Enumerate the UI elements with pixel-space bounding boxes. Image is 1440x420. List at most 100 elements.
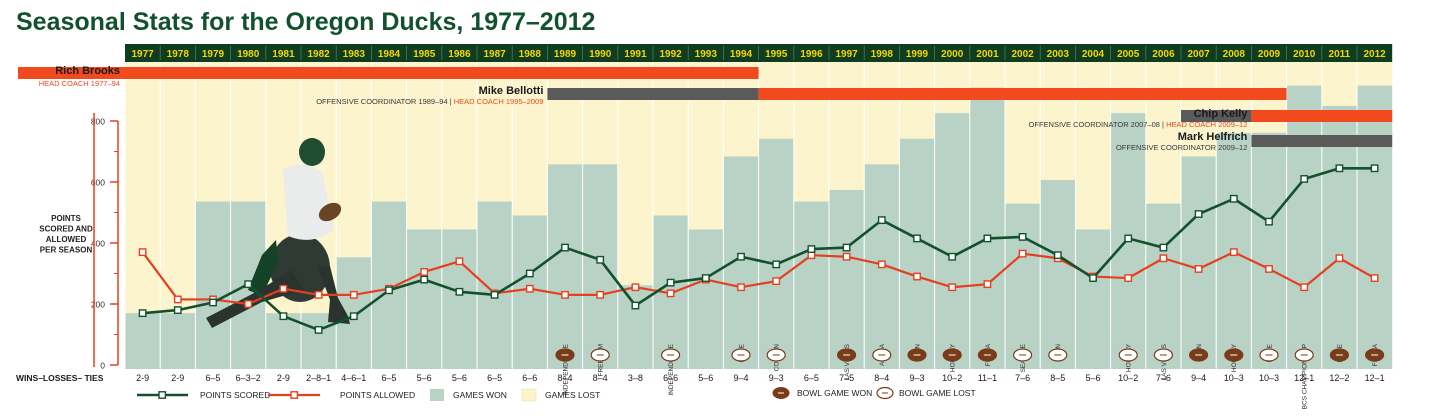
bowl-name: BCS CHAMPIONSHIP	[1302, 344, 1309, 409]
points-scored-point	[666, 278, 675, 287]
games-won-bar	[1145, 203, 1181, 369]
games-won-bar	[547, 164, 583, 369]
year-label: 1996	[800, 49, 823, 60]
player-helmet	[299, 138, 325, 166]
year-label: 2001	[976, 49, 999, 60]
legend-won-label: GAMES WON	[453, 390, 507, 400]
points-allowed-point	[455, 257, 464, 266]
year-label: 1998	[871, 49, 894, 60]
games-won-bar	[688, 229, 724, 369]
year-label: 1982	[307, 49, 330, 60]
y-tick-label: 200	[91, 300, 105, 310]
points-allowed-point	[138, 248, 147, 257]
points-scored-point	[420, 275, 429, 284]
coach-role-label: OFFENSIVE COORDINATOR 2009–12	[1116, 143, 1247, 152]
y-axis: 0 200 400 600 800 POINTS SCORED AND ALLOWED PER …	[39, 113, 119, 371]
year-label: 1999	[906, 49, 929, 60]
record-value: 7–6	[1156, 373, 1171, 383]
points-scored-point	[173, 306, 182, 314]
games-won-bar	[301, 313, 337, 369]
points-scored-point	[1265, 217, 1273, 226]
year-label: 1991	[624, 49, 647, 60]
year-label: 1997	[835, 49, 858, 60]
points-scored-point	[913, 234, 921, 243]
record-value: 9–4	[1191, 373, 1206, 383]
legend-lost-swatch	[521, 388, 537, 402]
points-scored-point	[138, 309, 147, 318]
points-allowed-point	[1124, 274, 1133, 282]
points-allowed-point	[877, 260, 886, 269]
record-value: 10–2	[942, 373, 962, 383]
coach-role-label: OFFENSIVE COORDINATOR 1989–94 | HEAD COA…	[316, 97, 543, 106]
points-scored-point	[561, 243, 569, 252]
year-label: 2003	[1047, 49, 1070, 60]
year-label: 2007	[1187, 49, 1210, 60]
year-label: 2004	[1082, 49, 1105, 60]
games-won-bar	[406, 229, 442, 369]
legend-allowed-marker	[290, 391, 299, 399]
games-won-bar	[265, 313, 301, 369]
points-scored-point	[1089, 274, 1097, 282]
legend-bowl-won-label: BOWL GAME WON	[797, 388, 872, 398]
records-label: WINS–LOSSES– TIES	[16, 373, 104, 383]
records-row: WINS–LOSSES– TIES 2-9 2-9 6–5 6–3–2 2-9 2–8–1 4…	[16, 373, 1385, 383]
year-label: 2006	[1152, 49, 1175, 60]
record-value: 10–2	[1118, 373, 1138, 383]
points-allowed-point	[666, 289, 675, 298]
points-scored-point	[455, 287, 464, 296]
record-value: 6–3–2	[236, 373, 261, 383]
points-allowed-point	[772, 277, 781, 286]
points-allowed-point	[1229, 248, 1238, 257]
games-won-bar	[195, 201, 231, 369]
games-won-bar	[125, 313, 161, 369]
points-scored-point	[772, 260, 781, 269]
points-scored-point	[596, 255, 605, 264]
points-scored-point	[1300, 175, 1309, 183]
year-label: 1983	[343, 49, 366, 60]
games-won-bar	[969, 87, 1005, 369]
year-label: 2009	[1258, 49, 1281, 60]
coordinator-bar	[1181, 110, 1252, 122]
record-value: 5–6	[452, 373, 467, 383]
points-allowed-point	[525, 284, 534, 293]
year-label: 1990	[589, 49, 612, 60]
year-label: 1986	[448, 49, 471, 60]
record-value: 6–5	[487, 373, 502, 383]
points-allowed-point	[244, 300, 253, 308]
games-won-bar	[829, 189, 865, 369]
record-value: 6–5	[205, 373, 220, 383]
games-won-bar	[899, 138, 935, 369]
record-value: 6–6	[663, 373, 678, 383]
games-won-bar	[160, 313, 196, 369]
points-allowed-point	[948, 283, 957, 292]
record-value: 2-9	[171, 373, 184, 383]
games-won-bar	[1321, 105, 1357, 369]
points-allowed-point	[913, 272, 921, 281]
points-allowed-point	[1159, 254, 1168, 263]
record-value: 9–3	[909, 373, 924, 383]
record-value: 12–1	[1294, 373, 1314, 383]
record-value: 8–4	[874, 373, 889, 383]
games-won-bar	[1251, 132, 1287, 369]
points-allowed-point	[842, 252, 851, 261]
record-value: 2–8–1	[306, 373, 331, 383]
record-value: 5–6	[1085, 373, 1100, 383]
points-scored-point	[631, 301, 640, 310]
y-tick-label: 600	[91, 178, 105, 188]
year-label: 1978	[167, 49, 190, 60]
y-axis-title: POINTS SCORED AND ALLOWED PER SEASON	[39, 214, 93, 255]
record-value: 2-9	[136, 373, 149, 383]
coordinator-bar	[547, 88, 759, 100]
coach-timeline: Rich Brooks HEAD COACH 1977–94 Mike Bellot…	[18, 65, 1393, 152]
bowl-name: LAS VEGAS	[1161, 343, 1168, 380]
points-allowed-point	[631, 283, 640, 292]
points-allowed-point	[561, 290, 569, 299]
points-allowed-point	[1335, 254, 1344, 263]
coordinator-bar	[1251, 135, 1393, 147]
year-label: 1980	[237, 49, 260, 60]
points-scored-point	[385, 286, 393, 295]
chart-title: Seasonal Stats for the Oregon Ducks, 197…	[16, 8, 595, 36]
games-won-bar	[441, 229, 477, 369]
record-value: 8–4	[557, 373, 572, 383]
